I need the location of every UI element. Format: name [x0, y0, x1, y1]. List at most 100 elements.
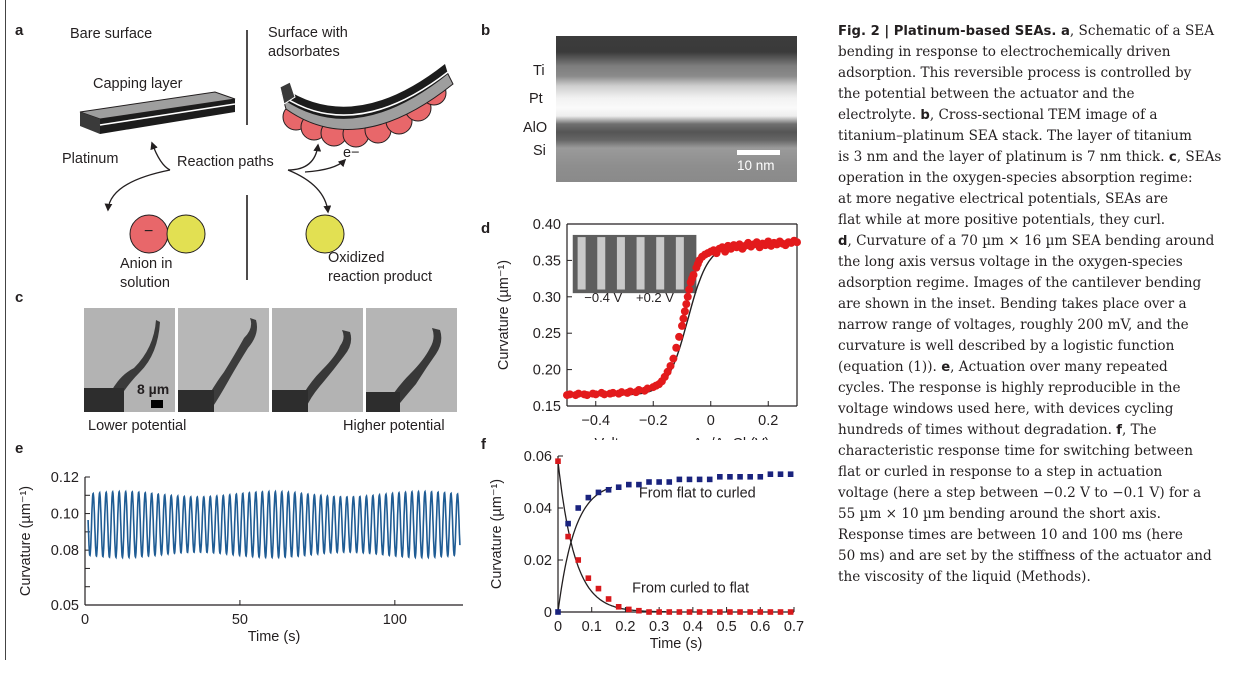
- flat-to-curled-point: [646, 479, 652, 485]
- flat-to-curled-point: [605, 487, 612, 493]
- inset-cantilever: [636, 237, 645, 290]
- caption-line: 50 ms) and are set by the stiffness of t…: [838, 546, 1243, 567]
- data-point: [669, 354, 678, 363]
- caption-line: cycles. The response is highly reproduci…: [838, 378, 1243, 399]
- x-tick-label: 0.3: [649, 619, 669, 635]
- data-point: [689, 270, 698, 279]
- flat-to-curled-point: [767, 471, 774, 477]
- curled-to-flat-point: [787, 609, 794, 615]
- micrograph-scale-label: 8 µm: [137, 381, 170, 397]
- anion-minus-sign: −: [144, 223, 154, 240]
- flat-to-curled-point: [727, 474, 733, 480]
- cantilever-micrographs: [84, 308, 457, 412]
- caption-text: , Curvature of a 70 µm × 16 µm SEA bendi…: [847, 233, 1215, 249]
- caption-bold-text: c: [1168, 150, 1177, 165]
- inset-cantilever: [656, 237, 665, 290]
- flat-to-curled-point: [595, 489, 602, 496]
- surface-with-adsorbates-line2: adsorbates: [268, 44, 340, 60]
- y-tick-label: 0.40: [533, 217, 561, 233]
- flat-cantilever: [79, 91, 236, 134]
- flat-to-curled-point: [747, 474, 753, 480]
- caption-line: are shown in the inset. Bending takes pl…: [838, 294, 1243, 315]
- flat-to-curled-point: [585, 494, 592, 501]
- caption-text: , Actuation over many repeated: [950, 359, 1168, 375]
- caption-line: the long axis versus voltage in the oxyg…: [838, 252, 1243, 273]
- rise-fit-line: [557, 486, 613, 613]
- caption-line: hundreds of times without degradation. f…: [838, 420, 1243, 441]
- curled-to-flat-point: [565, 533, 571, 540]
- curled-to-flat-point: [706, 609, 713, 615]
- figure-caption: Fig. 2 | Platinum-based SEAs. a, Schemat…: [838, 21, 1243, 588]
- data-point: [683, 292, 692, 301]
- y-axis-title: Curvature (µm⁻¹): [496, 260, 512, 370]
- flat-to-curled-point: [787, 471, 794, 477]
- x-tick-label: 0.1: [582, 619, 602, 635]
- y-axis-title: Curvature (µm⁻¹): [489, 479, 505, 589]
- caption-line: electrolyte. b, Cross-sectional TEM imag…: [838, 105, 1243, 126]
- curled-to-flat-point: [626, 606, 632, 613]
- caption-text: narrow range of voltages, roughly 200 mV…: [838, 317, 1189, 333]
- anion-yellow-circle: [166, 214, 206, 254]
- caption-line: voltage (here a step between −0.2 V to −…: [838, 483, 1243, 504]
- curled-to-flat-point: [575, 557, 582, 563]
- curved-cantilever-with-adsorbates: [279, 64, 454, 148]
- x-tick-label: 0.5: [716, 619, 736, 635]
- caption-text: at more negative electrical potentials, …: [838, 191, 1169, 207]
- tem-layer-ti: Ti: [533, 63, 545, 79]
- panel-label-e: e: [15, 440, 24, 457]
- caption-text: (equation (1)).: [838, 359, 942, 375]
- micrograph-3: [272, 308, 363, 412]
- caption-line: at more negative electrical potentials, …: [838, 189, 1243, 210]
- x-tick-label: 0.4: [683, 619, 703, 635]
- x-axis-title: Time (s): [650, 636, 703, 652]
- data-point: [685, 285, 694, 294]
- series-label-flat-to-curled: From flat to curled: [639, 486, 756, 502]
- caption-line: the potential between the actuator and t…: [838, 84, 1243, 105]
- inset-cantilever: [616, 237, 625, 290]
- caption-text: voltage windows used here, with devices …: [838, 401, 1174, 417]
- data-point: [675, 332, 684, 341]
- curled-to-flat-point: [656, 609, 662, 615]
- data-point: [682, 300, 691, 309]
- curled-to-flat-point: [615, 604, 622, 610]
- flat-to-curled-point: [626, 481, 632, 488]
- curled-to-flat-point: [595, 585, 602, 592]
- caption-line: curvature is well described by a logisti…: [838, 336, 1243, 357]
- caption-text: the long axis versus voltage in the oxyg…: [838, 254, 1183, 270]
- flat-to-curled-point: [636, 481, 642, 488]
- flat-to-curled-point: [575, 505, 582, 511]
- caption-text: the potential between the actuator and t…: [838, 86, 1135, 102]
- caption-text: , The: [1122, 422, 1157, 438]
- micrograph-2: [178, 308, 269, 412]
- curled-to-flat-point: [555, 458, 561, 464]
- y-tick-label: 0.06: [524, 449, 552, 465]
- panel-label-a: a: [15, 22, 24, 39]
- panel-a-schematic: [79, 30, 454, 280]
- inset-cantilever: [675, 237, 684, 290]
- anion-label-line1: Anion in: [120, 256, 173, 272]
- y-tick-label: 0.12: [51, 470, 79, 486]
- caption-text: voltage (here a step between −0.2 V to −…: [838, 485, 1202, 501]
- x-tick-label: 0.6: [750, 619, 770, 635]
- caption-line: Response times are between 10 and 100 ms…: [838, 525, 1243, 546]
- curled-to-flat-point: [666, 609, 673, 615]
- caption-text: bending in response to electrochemically…: [838, 44, 1171, 60]
- y-tick-label: 0.08: [51, 543, 79, 559]
- curled-to-flat-point: [636, 607, 642, 614]
- tem-scale-bar: [737, 150, 780, 155]
- y-tick-label: 0.35: [533, 253, 561, 269]
- y-tick-label: 0.02: [524, 553, 552, 569]
- caption-bold-text: b: [920, 108, 930, 123]
- micrograph-4: [366, 308, 457, 412]
- data-point: [679, 314, 688, 323]
- flat-to-curled-point: [706, 476, 713, 483]
- caption-text: 50 ms) and are set by the stiffness of t…: [838, 548, 1212, 564]
- x-tick-label: −0.4: [581, 413, 610, 429]
- caption-text: curvature is well described by a logisti…: [838, 338, 1175, 354]
- curled-to-flat-point: [646, 609, 652, 615]
- curled-to-flat-point: [767, 609, 774, 615]
- caption-text: hundreds of times without degradation.: [838, 422, 1117, 438]
- tem-scale-label: 10 nm: [737, 158, 775, 173]
- caption-text: the viscosity of the liquid (Methods).: [838, 569, 1091, 585]
- x-tick-label: 50: [232, 612, 248, 628]
